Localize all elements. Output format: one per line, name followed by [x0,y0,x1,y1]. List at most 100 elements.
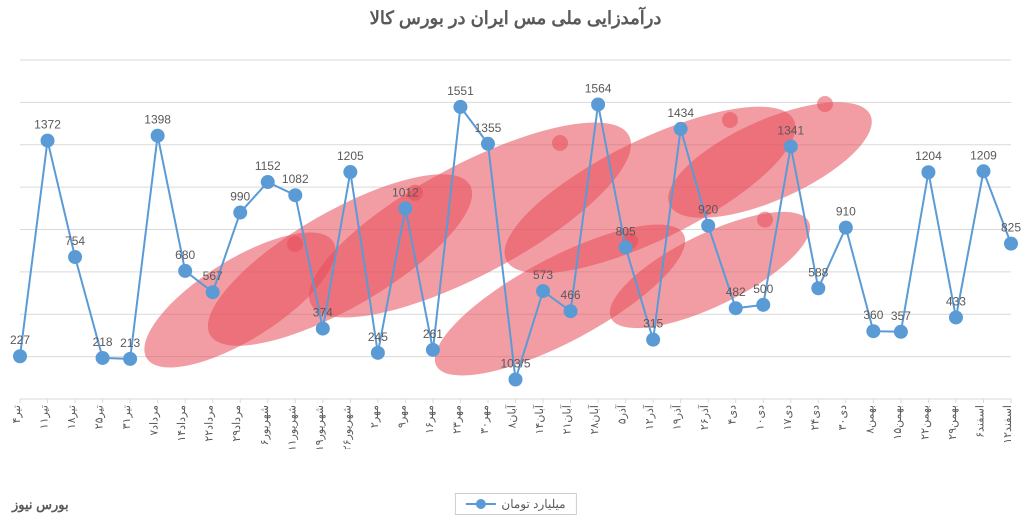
value-label: 1209 [970,148,997,162]
x-axis-label: ۱۲آذر [643,404,656,430]
value-label: 910 [836,205,856,219]
data-point [151,129,165,143]
legend-marker [465,503,495,505]
value-label: 227 [10,333,30,347]
data-point [453,100,467,114]
data-point [1004,237,1018,251]
x-axis-label: ۱۹شهریور [314,405,326,449]
x-axis-label: ۲۴دی [809,405,821,430]
data-point [811,281,825,295]
x-axis-label: ۲۹مرداد [231,405,243,442]
value-label: 360 [863,308,883,322]
value-label: 567 [203,269,223,283]
data-point [206,285,220,299]
data-point [288,188,302,202]
data-point [398,201,412,215]
value-label: 1012 [392,185,419,199]
value-label: 357 [891,309,911,323]
data-point [178,264,192,278]
data-point [839,221,853,235]
value-label: 1372 [34,118,61,132]
chart-svg: 2271372754218213139868056799011521082374… [10,40,1021,449]
data-point [68,250,82,264]
value-label: 1204 [915,149,942,163]
value-label: 500 [753,282,773,296]
value-label: 825 [1001,221,1021,235]
x-axis-label: ۸آبان [506,404,519,428]
data-point [701,219,715,233]
x-axis-label: ۲۳مهر [451,405,463,434]
value-label: 261 [423,327,443,341]
value-label: 1434 [667,106,694,120]
value-label: 990 [230,190,250,204]
x-axis-label: ۳۱تیر [121,405,133,429]
x-axis-label: ۵آذر [616,404,629,424]
data-point [343,165,357,179]
data-point [866,324,880,338]
data-point [371,346,385,360]
data-point [41,134,55,148]
x-axis-label: ۱۱شهریور [286,405,298,449]
x-axis-label: ۳۰مهر [479,405,491,434]
value-label: 245 [368,330,388,344]
x-axis-label: ۱۵بهمن [892,405,904,440]
x-axis-label: ۲۲مرداد [204,405,216,442]
x-axis-label: ۱۸تیر [66,405,78,429]
plot-area: 2271372754218213139868056799011521082374… [10,40,1021,449]
value-label: 466 [561,288,581,302]
x-axis-label: ۶شهریور [259,405,271,445]
value-label: 680 [175,248,195,262]
watermark-overlay [126,75,887,403]
x-axis-label: ۱۷دی [782,405,794,430]
value-label: 920 [698,203,718,217]
x-axis-label: ۱۲اسفند [1002,405,1014,444]
data-point [123,352,137,366]
x-axis-label: ۱۱تیر [39,405,51,429]
data-point [921,165,935,179]
x-axis-label: ۳۰دی [837,405,849,430]
x-axis-label: ۲۲بهمن [919,405,931,440]
data-point [894,325,908,339]
value-label: 1341 [777,123,804,137]
value-label: 573 [533,268,553,282]
data-point [13,349,27,363]
data-point [619,240,633,254]
value-label: 213 [120,336,140,350]
value-label: 1082 [282,172,309,186]
data-point [536,284,550,298]
data-point [426,343,440,357]
x-axis-label: ۱۹آذر [671,404,684,430]
x-axis-label: ۴تیر [11,405,23,423]
x-axis-label: ۲۵تیر [94,405,106,429]
x-axis-label: ۲۸آبان [588,404,601,434]
value-label: 218 [93,335,113,349]
data-point [261,175,275,189]
value-label: 1205 [337,149,364,163]
value-label: 754 [65,234,85,248]
data-point [509,373,523,387]
x-axis-label: ۱۴مرداد [176,405,188,442]
data-point [756,298,770,312]
chart-title: درآمدزایی ملی مس ایران در بورس کالا [0,8,1031,29]
legend: میلیارد تومان [454,493,576,515]
value-label: 374 [313,306,333,320]
data-point [949,310,963,324]
data-point [96,351,110,365]
data-point [976,164,990,178]
x-axis-label: ۶اسفند [974,405,986,438]
value-label: 1355 [475,121,502,135]
x-axis-label: ۱۰دی [754,405,766,430]
x-axis-label: ۹مهر [396,405,408,428]
x-axis-label: ۸بهمن [864,405,876,434]
data-point [481,137,495,151]
x-axis-label: ۱۶مهر [424,405,436,434]
x-axis-label: ۲مهر [369,405,381,428]
chart-container: درآمدزایی ملی مس ایران در بورس کالا 227 1… [0,0,1031,519]
x-axis-label: ۱۴آبان [533,404,546,434]
data-point [646,333,660,347]
value-label: 1564 [585,81,612,95]
x-axis-label: ۲۹بهمن [947,405,959,440]
value-label: 482 [726,285,746,299]
x-axis-label: ۲۶آذر [698,404,711,430]
data-point [591,97,605,111]
